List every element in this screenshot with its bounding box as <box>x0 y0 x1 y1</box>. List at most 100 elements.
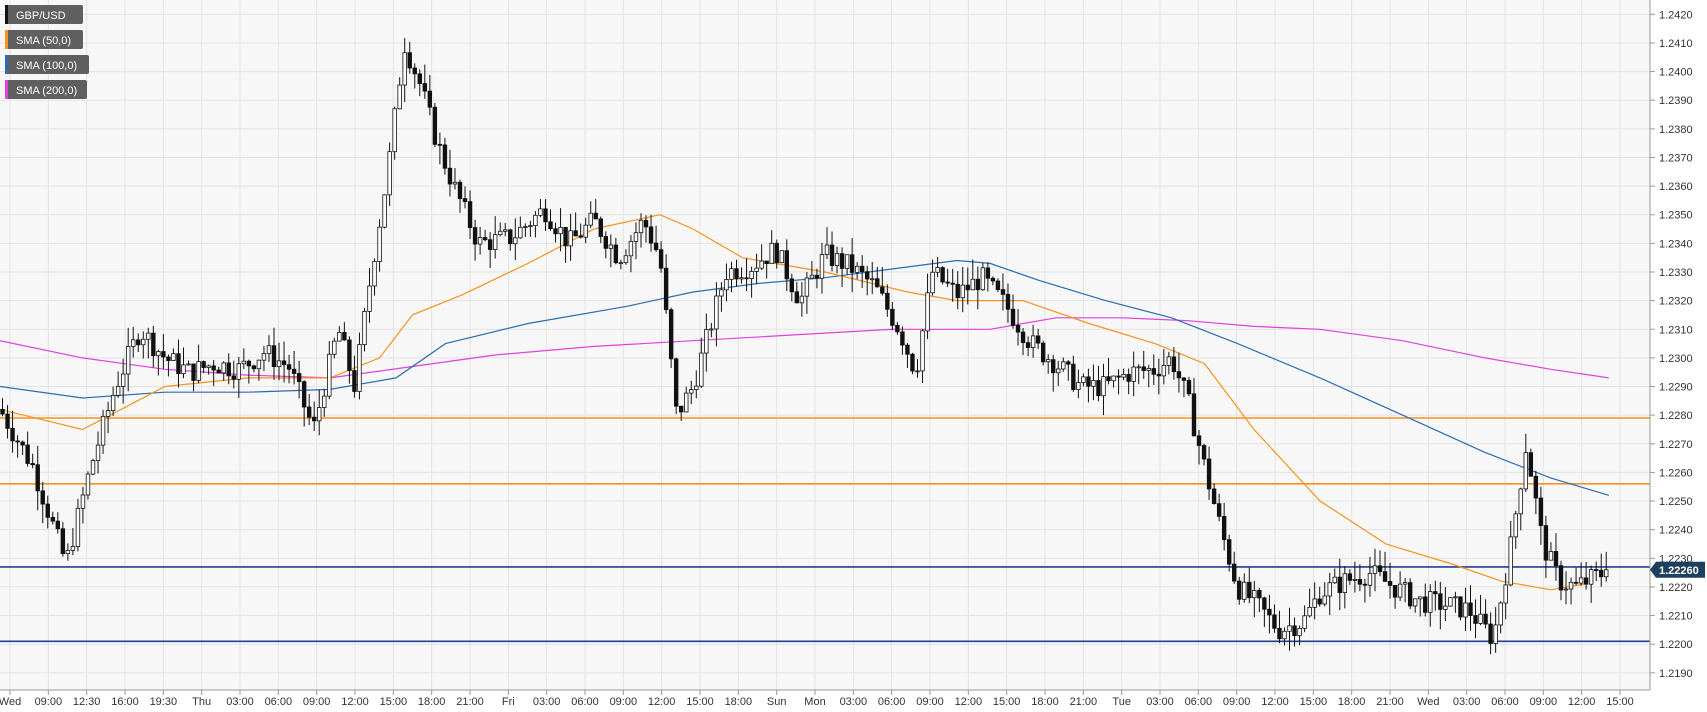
candle <box>1458 596 1463 621</box>
x-tick-label: 09:00 <box>610 696 638 708</box>
candle <box>1448 597 1453 607</box>
candle <box>503 222 508 237</box>
candle <box>1216 493 1222 522</box>
candle <box>347 336 352 384</box>
candle <box>377 219 382 272</box>
x-tick-label: Fri <box>502 696 515 708</box>
candle <box>1387 562 1393 599</box>
candle <box>538 198 543 218</box>
x-tick-label: 18:00 <box>1031 696 1059 708</box>
candle <box>171 348 176 362</box>
candle <box>684 386 689 413</box>
legend-item[interactable]: SMA (100,0) <box>5 55 89 74</box>
candle <box>1528 448 1534 477</box>
candle <box>658 241 664 273</box>
candle <box>784 239 789 292</box>
candle <box>689 380 694 405</box>
candle <box>1196 430 1202 465</box>
candle <box>35 445 40 511</box>
candle <box>161 334 166 369</box>
candle <box>176 339 181 388</box>
candle <box>1478 594 1483 626</box>
candle <box>0 398 5 417</box>
candle <box>1473 599 1478 639</box>
y-tick-label: 1.2310 <box>1659 324 1693 336</box>
candle <box>1302 605 1307 633</box>
candle <box>1136 364 1141 385</box>
candle <box>900 326 905 355</box>
candle <box>739 267 744 284</box>
candle <box>1493 607 1498 653</box>
candle <box>1211 483 1217 505</box>
legend-item[interactable]: GBP/USD <box>5 5 83 24</box>
current-price-tag: 1.22260 <box>1650 561 1705 578</box>
y-tick-label: 1.2360 <box>1659 181 1693 193</box>
candle <box>1056 360 1061 386</box>
candle <box>1423 583 1428 617</box>
candle <box>653 225 659 252</box>
candle <box>1272 604 1277 633</box>
candle <box>1146 364 1151 388</box>
candle <box>206 364 211 375</box>
candle <box>30 453 35 469</box>
candle <box>412 63 417 89</box>
candle <box>1347 569 1353 585</box>
candle <box>1126 368 1131 395</box>
candle <box>523 223 528 238</box>
candle <box>191 363 196 392</box>
legend-item[interactable]: SMA (50,0) <box>5 30 83 49</box>
y-tick-label: 1.2200 <box>1659 639 1693 651</box>
candle <box>50 511 55 525</box>
x-tick-label: 21:00 <box>456 696 484 708</box>
y-axis-ticks: 1.21901.22001.22101.22201.22301.22401.22… <box>1650 9 1693 680</box>
candle <box>563 226 568 263</box>
candle <box>1538 486 1544 545</box>
candle <box>583 217 588 244</box>
candle <box>55 512 61 534</box>
candle <box>226 353 231 385</box>
candle <box>322 388 327 417</box>
candle <box>151 325 156 368</box>
candle <box>1066 360 1071 381</box>
x-tick-label: 12:00 <box>955 696 983 708</box>
candle <box>1221 502 1227 551</box>
candle <box>110 386 116 416</box>
y-tick-label: 1.2330 <box>1659 267 1693 279</box>
candle <box>794 281 800 304</box>
candle <box>1352 561 1358 593</box>
y-tick-label: 1.2220 <box>1659 582 1693 594</box>
candle <box>1342 566 1348 609</box>
candle <box>291 350 297 385</box>
candle <box>1553 533 1559 581</box>
candle <box>1468 585 1473 631</box>
candle <box>372 258 377 296</box>
candle <box>910 352 915 375</box>
candle <box>1463 587 1468 631</box>
candle <box>1578 562 1584 586</box>
candle <box>764 260 769 279</box>
candle <box>673 357 679 415</box>
candle <box>472 219 478 261</box>
candle <box>724 263 729 302</box>
y-tick-label: 1.2190 <box>1659 668 1693 680</box>
candle <box>125 327 131 392</box>
sma-100-line <box>0 259 1609 496</box>
candle <box>241 348 247 370</box>
candle <box>679 405 684 421</box>
candle <box>834 246 840 274</box>
candle <box>608 234 614 268</box>
x-tick-label: 09:00 <box>1530 696 1558 708</box>
candle <box>75 498 81 552</box>
candle <box>744 258 749 292</box>
legend-item[interactable]: SMA (200,0) <box>5 80 87 99</box>
x-tick-label: 09:00 <box>1223 696 1251 708</box>
x-tick-label: 18:00 <box>725 696 753 708</box>
candle <box>593 199 598 220</box>
candle <box>699 337 704 388</box>
y-tick-label: 1.2280 <box>1659 410 1693 422</box>
candle <box>719 282 724 312</box>
current-price-label: 1.22260 <box>1659 565 1699 577</box>
candle <box>1141 350 1146 379</box>
legend-label: GBP/USD <box>16 10 66 22</box>
